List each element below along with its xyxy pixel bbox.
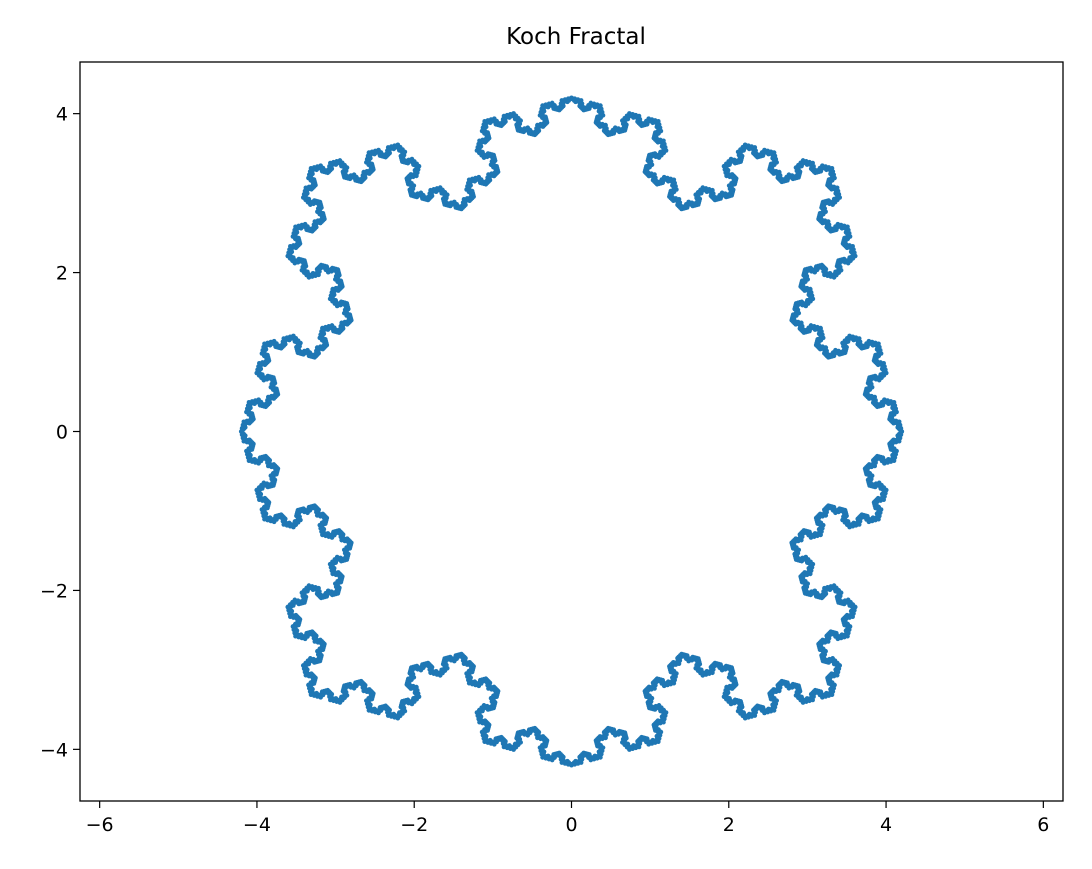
- data-point: [899, 429, 905, 434]
- x-tick-label: −4: [243, 814, 271, 836]
- x-tick-label: 6: [1037, 814, 1049, 836]
- koch-series-points: [238, 95, 905, 768]
- y-axis: −4 −2 0 2 4: [40, 104, 80, 761]
- y-tick-label: 4: [56, 104, 68, 126]
- y-tick-label: 0: [56, 422, 68, 444]
- chart-title: Koch Fractal: [506, 24, 646, 50]
- y-tick-label: 2: [56, 263, 68, 285]
- x-tick-label: 2: [723, 814, 735, 836]
- y-tick-label: −2: [40, 580, 68, 602]
- x-tick-label: −6: [86, 814, 114, 836]
- plot-area: [238, 95, 905, 768]
- x-tick-label: 4: [880, 814, 892, 836]
- x-tick-label: 0: [565, 814, 577, 836]
- y-tick-label: −4: [40, 739, 68, 761]
- x-tick-label: −2: [400, 814, 428, 836]
- x-axis: −6 −4 −2 0 2 4 6: [86, 801, 1049, 836]
